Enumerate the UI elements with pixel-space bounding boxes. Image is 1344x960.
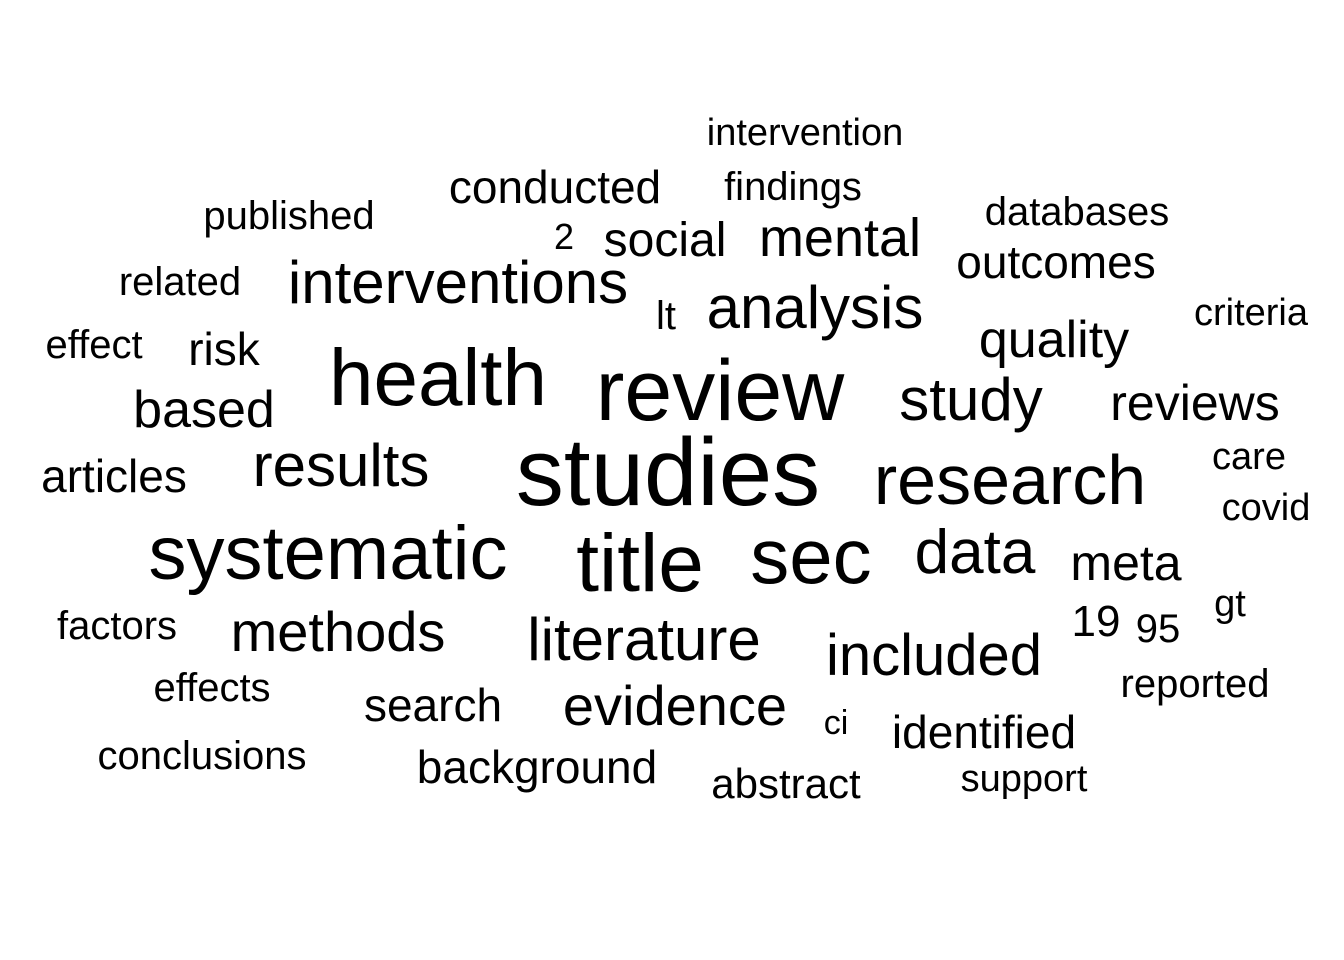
word-interventions: interventions (287, 249, 629, 316)
word-95: 95 (1135, 607, 1181, 651)
word-conclusions: conclusions (97, 734, 307, 778)
word-gt: gt (1214, 583, 1246, 625)
word-research: research (873, 441, 1147, 519)
word-care: care (1212, 436, 1286, 478)
word-data: data (914, 518, 1036, 587)
word-meta: meta (1070, 535, 1182, 591)
word-included: included (825, 623, 1043, 688)
word-quality: quality (978, 311, 1130, 369)
word-title: title (576, 518, 704, 609)
word-lt: lt (656, 294, 676, 338)
word-published: published (203, 194, 375, 238)
word-conducted: conducted (448, 161, 662, 213)
word-sec: sec (750, 512, 872, 600)
word-reported: reported (1120, 662, 1270, 706)
word-risk: risk (188, 323, 260, 375)
word-search: search (363, 679, 503, 731)
word-evidence: evidence (562, 674, 788, 737)
word-intervention: intervention (706, 112, 904, 154)
word-19: 19 (1071, 597, 1121, 646)
word-criteria: criteria (1193, 292, 1309, 334)
word-outcomes: outcomes (956, 236, 1156, 288)
word-social: social (603, 214, 727, 267)
word-effect: effect (45, 323, 143, 367)
word-identified: identified (891, 706, 1077, 758)
word-background: background (416, 741, 658, 793)
word-related: related (118, 260, 242, 304)
word-based: based (133, 381, 275, 439)
word-support: support (960, 758, 1088, 800)
word-methods: methods (230, 600, 446, 663)
word-2: 2 (553, 216, 575, 257)
word-effects: effects (153, 666, 271, 710)
word-findings: findings (724, 165, 862, 209)
word-covid: covid (1221, 487, 1311, 529)
word-analysis: analysis (706, 274, 924, 341)
word-literature: literature (527, 606, 761, 673)
word-review: review (595, 343, 845, 439)
word-mental: mental (758, 208, 922, 268)
word-databases: databases (984, 190, 1170, 234)
word-factors: factors (56, 604, 178, 648)
word-abstract: abstract (711, 760, 861, 807)
word-results: results (252, 432, 430, 499)
word-study: study (899, 366, 1043, 433)
word-studies: studies (515, 419, 821, 526)
word-systematic: systematic (148, 511, 508, 596)
word-health: health (329, 333, 547, 422)
word-ci: ci (823, 704, 849, 742)
word-articles: articles (41, 450, 187, 502)
word-reviews: reviews (1110, 375, 1280, 431)
